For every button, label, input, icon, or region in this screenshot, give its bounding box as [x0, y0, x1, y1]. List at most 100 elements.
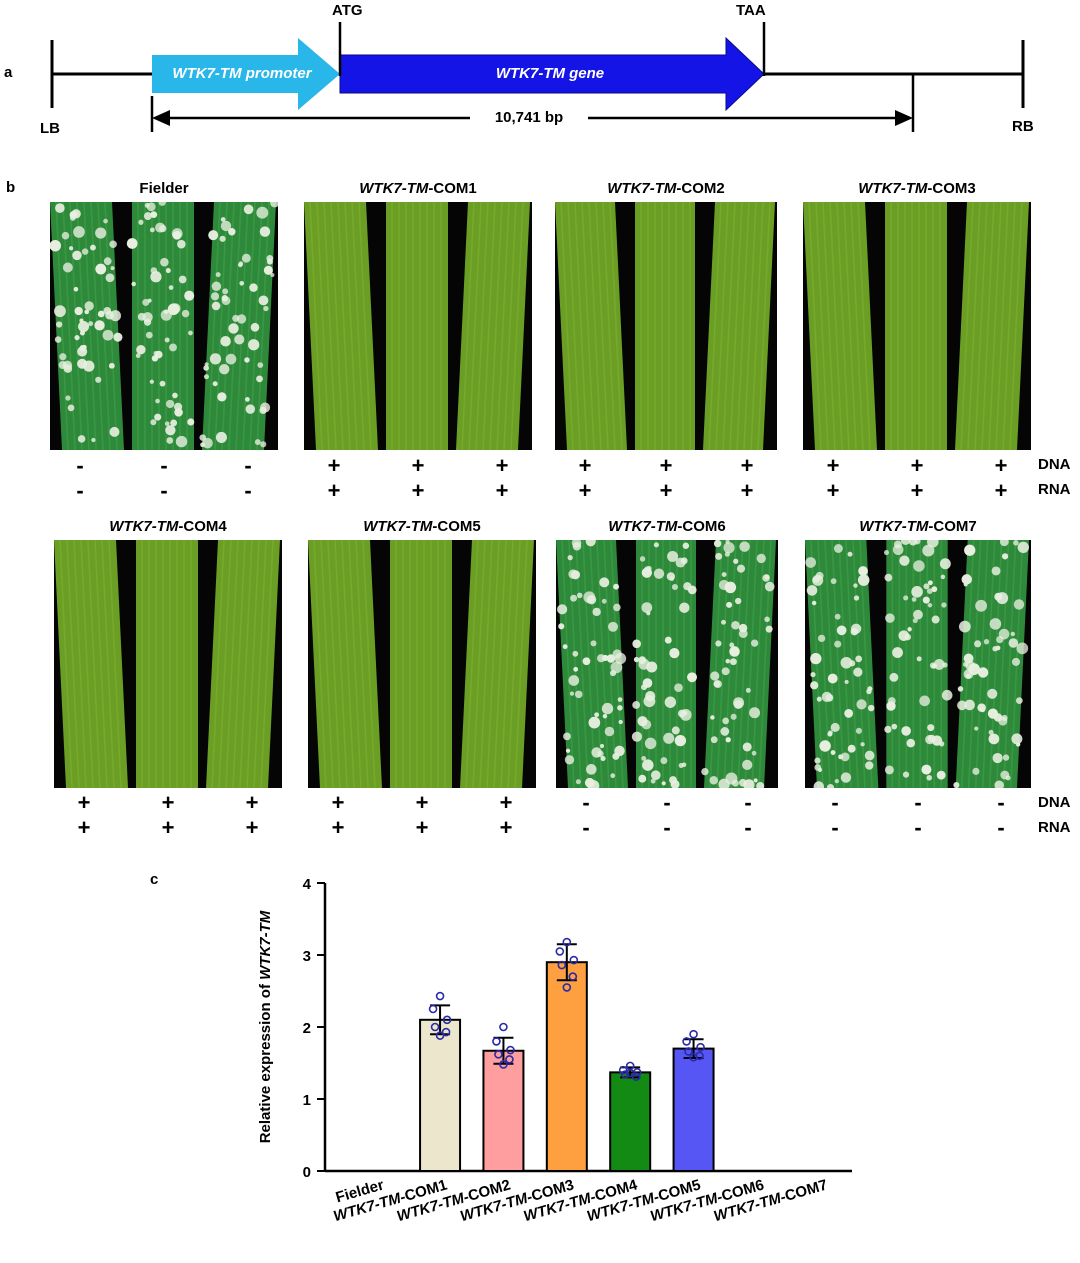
mildew-colony: [830, 750, 836, 755]
mildew-colony: [258, 295, 269, 306]
data-point: [494, 1050, 503, 1059]
length-arrowhead-right: [895, 110, 913, 126]
mildew-colony: [155, 222, 166, 233]
mildew-colony: [964, 699, 975, 711]
mildew-colony: [244, 397, 250, 402]
mildew-colony: [844, 679, 849, 685]
mildew-colony: [220, 220, 232, 232]
mildew-colony: [840, 772, 852, 783]
mildew-colony: [263, 305, 269, 312]
mildew-colony: [641, 719, 652, 730]
mildew-colony: [109, 240, 117, 249]
mildew-colony: [1000, 770, 1010, 780]
data-point: [557, 960, 567, 970]
mildew-colony: [821, 691, 833, 702]
mildew-colony: [155, 398, 160, 404]
mildew-colony: [61, 231, 70, 240]
data-point: [684, 1047, 693, 1056]
mildew-colony: [1008, 638, 1019, 648]
mildew-colony: [643, 695, 656, 708]
mildew-colony: [855, 655, 863, 663]
mildew-colony: [164, 309, 169, 314]
mildew-colony: [738, 629, 748, 639]
bar: [545, 961, 588, 1172]
mildew-colony: [77, 435, 86, 443]
mildew-colony: [678, 762, 684, 769]
mildew-colony: [211, 301, 221, 311]
dna-sign: -: [582, 790, 590, 815]
mildew-colony: [644, 737, 657, 750]
length-label: 10,741 bp: [494, 109, 564, 126]
mildew-colony: [69, 210, 78, 219]
mildew-colony: [150, 271, 162, 283]
leaf-blade: [202, 202, 276, 450]
mildew-colony: [95, 263, 107, 275]
promoter-label: WTK7-TM promoter: [172, 65, 312, 82]
mildew-colony: [610, 670, 617, 677]
leaf-blade: [704, 540, 776, 788]
data-point: [435, 1031, 445, 1040]
dna-sign: -: [997, 790, 1005, 815]
mildew-colony: [259, 406, 267, 415]
mildew-colony: [641, 684, 648, 691]
mildew-colony: [751, 750, 757, 756]
mildew-colony: [814, 764, 822, 771]
leaf-blade: [132, 202, 194, 450]
mildew-colony: [812, 574, 824, 586]
mildew-colony: [733, 558, 739, 564]
mildew-colony: [893, 540, 902, 549]
mildew-colony: [110, 266, 115, 271]
mildew-colony: [991, 566, 1001, 576]
mildew-colony: [84, 301, 94, 311]
mildew-colony: [221, 296, 231, 306]
mildew-colony: [715, 640, 722, 647]
mildew-colony: [62, 360, 73, 371]
mildew-colony: [143, 212, 152, 221]
data-point: [562, 983, 572, 992]
dna-sign: +: [740, 453, 754, 478]
mildew-colony: [592, 607, 601, 617]
mildew-colony: [983, 639, 990, 645]
mildew-colony: [911, 597, 917, 602]
mildew-colony: [135, 353, 141, 359]
mildew-colony: [249, 283, 258, 292]
mildew-colony: [942, 662, 948, 668]
leaf-blade: [955, 202, 1029, 450]
construct-map: [50, 22, 1025, 132]
mildew-colony: [77, 358, 88, 369]
rna-sign: +: [740, 478, 754, 503]
mildew-colony: [817, 634, 826, 643]
mildew-colony: [936, 770, 946, 780]
mildew-colony: [733, 700, 743, 709]
mildew-colony: [209, 353, 222, 365]
rna-sign: +: [77, 815, 91, 840]
mildew-colony: [963, 661, 969, 667]
mildew-colony: [618, 719, 623, 725]
data-point: [492, 1037, 501, 1046]
mildew-colony: [181, 309, 190, 318]
mildew-colony: [59, 353, 67, 361]
mildew-colony: [750, 639, 759, 647]
dna-sign: +: [161, 790, 175, 815]
rb-label: RB: [1012, 118, 1034, 135]
mildew-colony: [169, 343, 177, 352]
leaf-blade: [955, 540, 1029, 788]
mildew-colony: [884, 765, 894, 775]
mildew-colony: [172, 230, 182, 240]
mildew-colony: [109, 310, 122, 322]
leaf-panel-title: WTK7-TM-COM5: [363, 518, 481, 535]
rna-sign: +: [659, 478, 673, 503]
mildew-colony: [828, 730, 833, 736]
mildew-colony: [631, 731, 643, 742]
mildew-colony: [217, 392, 227, 402]
mildew-colony: [723, 542, 735, 554]
mildew-colony: [610, 773, 616, 779]
mildew-colony: [830, 722, 840, 733]
mildew-colony: [558, 623, 565, 630]
mildew-colony: [601, 598, 607, 604]
mildew-colony: [633, 656, 640, 663]
mildew-colony: [220, 336, 231, 347]
data-point: [696, 1042, 705, 1052]
mildew-colony: [52, 241, 57, 247]
mildew-colony: [885, 613, 895, 623]
